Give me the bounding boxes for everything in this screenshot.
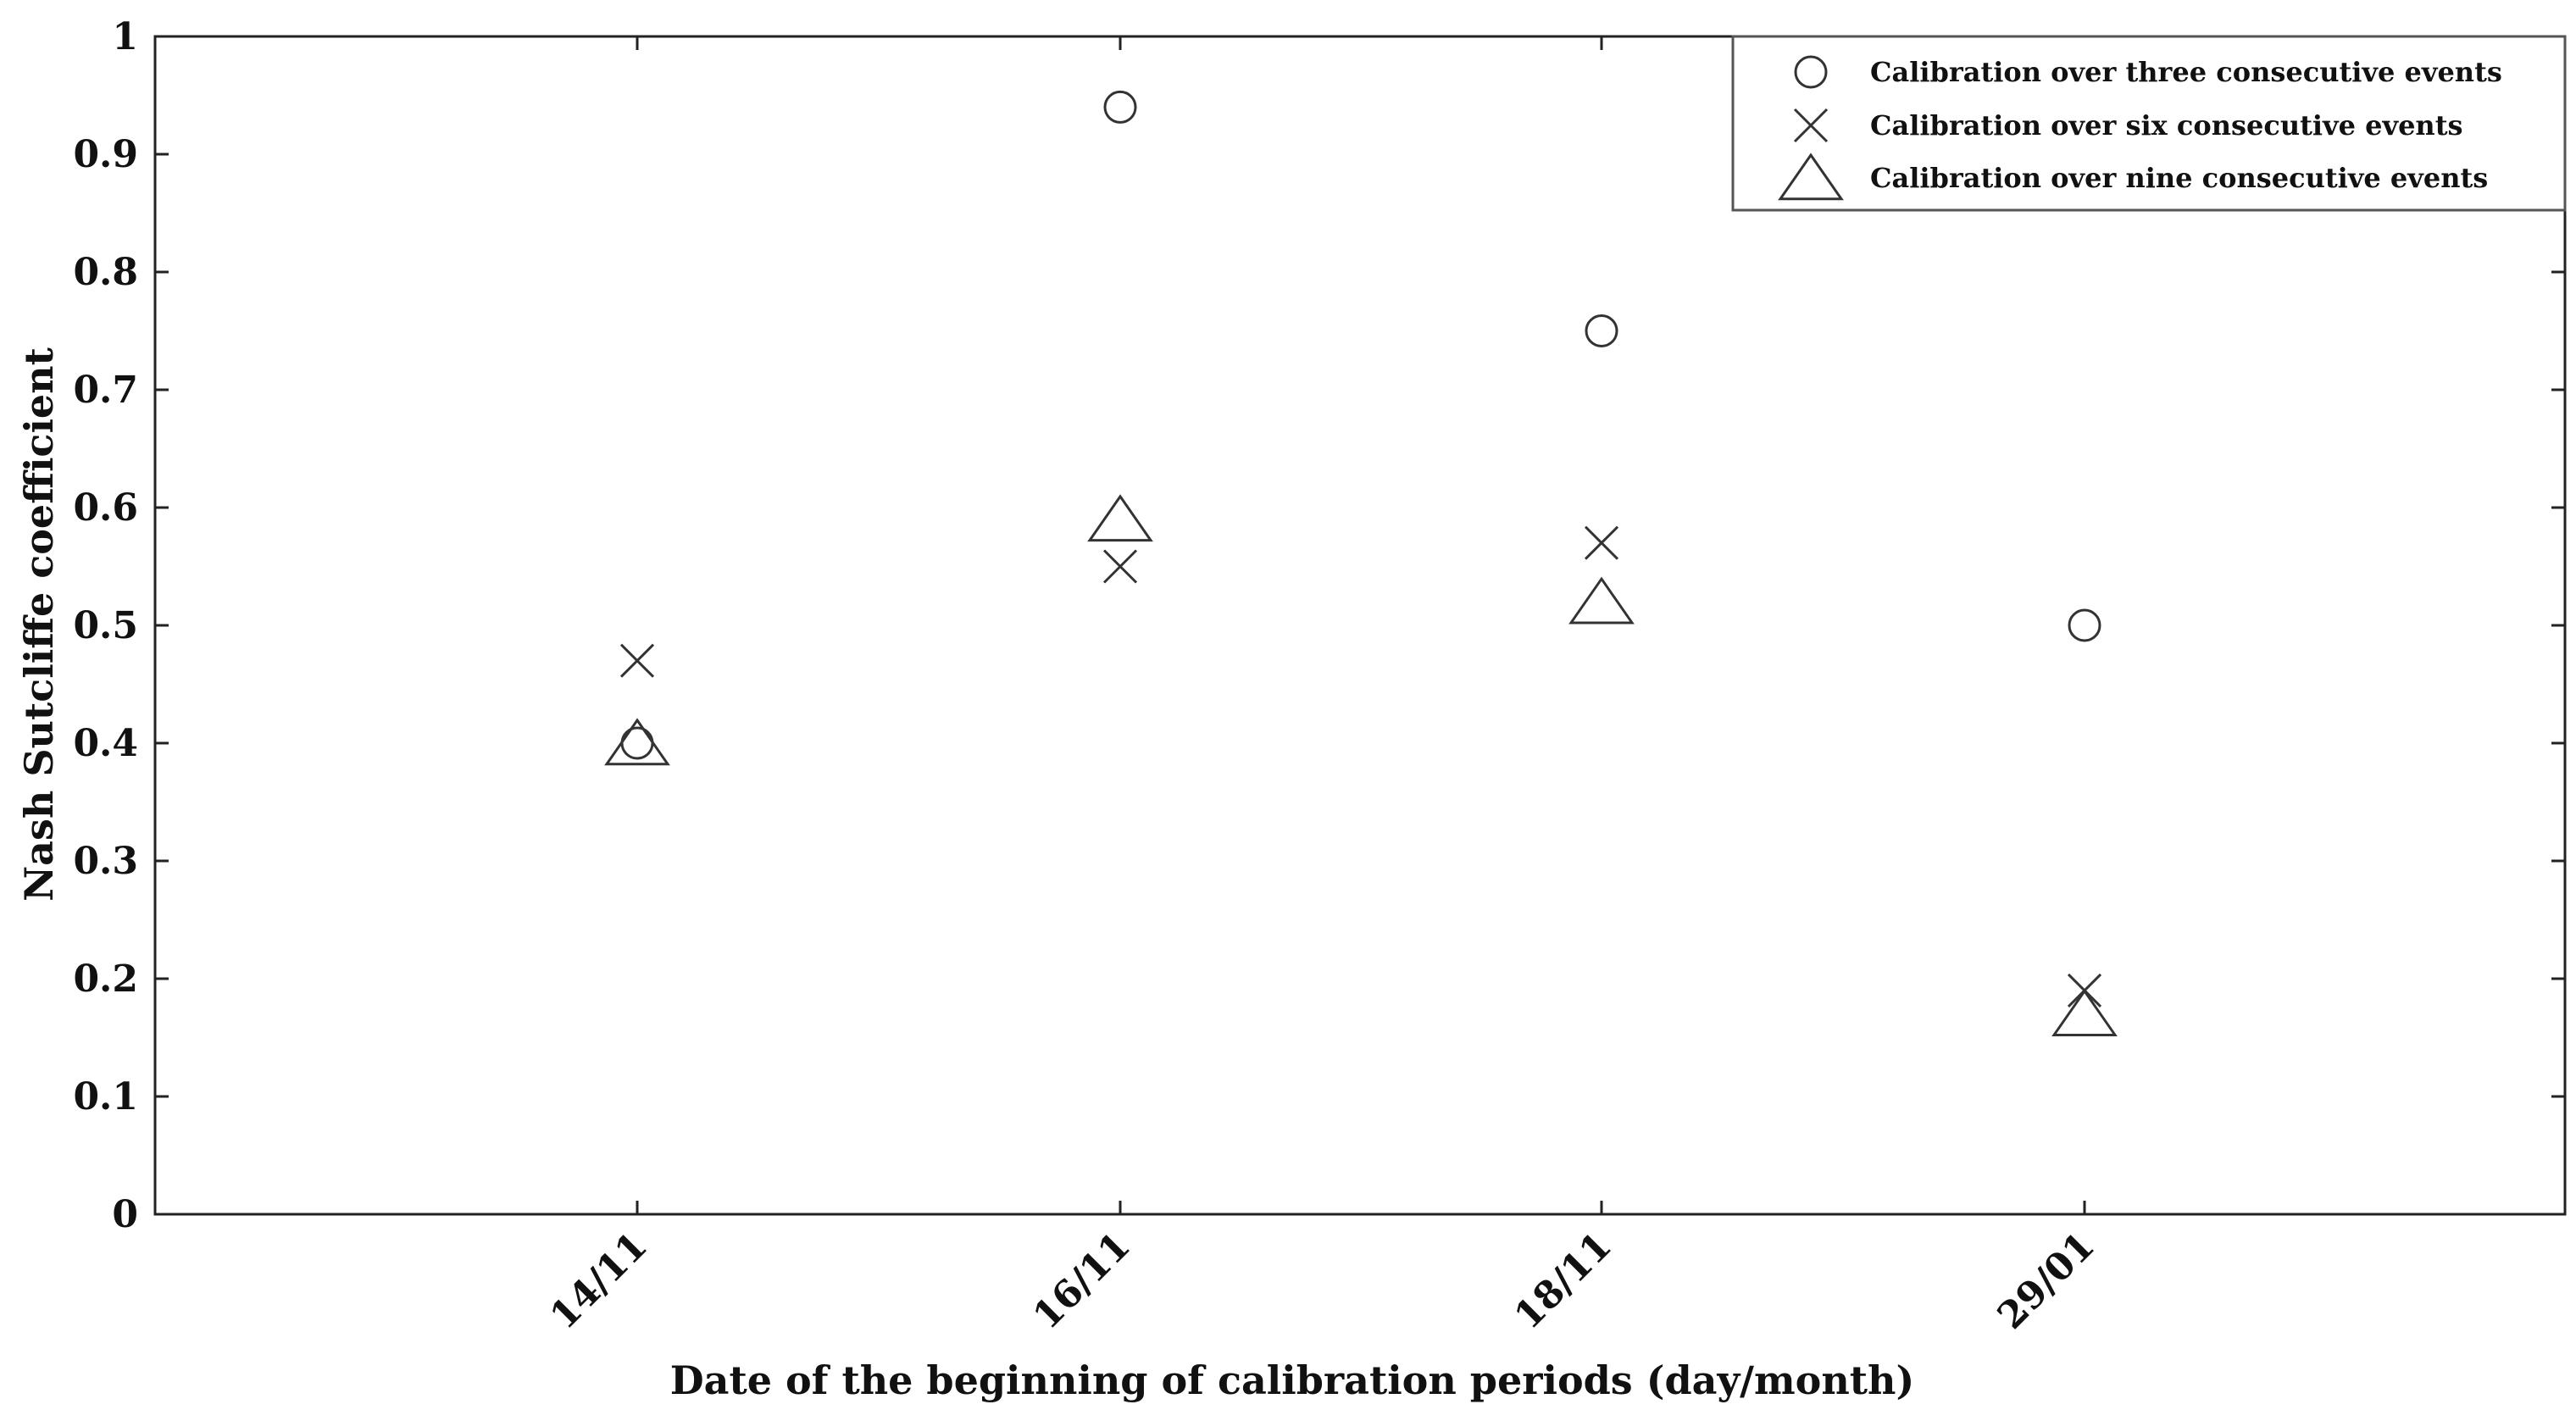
data-point-x (1584, 525, 1619, 560)
legend-label: Calibration over three consecutive event… (1870, 56, 2502, 88)
data-point-x (619, 643, 655, 678)
data-markers (604, 90, 2118, 1036)
y-axis-ticks: 0 0.1 0.2 0.3 0.4 0.5 0.6 0.7 0.8 0.9 1 (73, 15, 2565, 1236)
y-tick-label: 0.5 (73, 604, 138, 647)
y-tick-label: 0.1 (73, 1075, 138, 1118)
data-point-triangle (2051, 989, 2118, 1036)
legend-label: Calibration over six consecutive events (1870, 109, 2462, 142)
y-tick-label: 0.9 (73, 133, 138, 176)
y-tick-label: 0.2 (73, 958, 138, 1001)
data-point-triangle (1568, 576, 1635, 624)
y-tick-label: 1 (112, 15, 138, 58)
x-stroke-2 (1102, 549, 1138, 584)
data-point-circle (2068, 608, 2101, 642)
legend-marker-circle (1794, 55, 1828, 89)
x-stroke-2 (1793, 108, 1829, 143)
data-point-triangle (604, 718, 670, 766)
y-tick-label: 0.4 (73, 722, 138, 765)
y-tick-label: 0.8 (73, 251, 138, 294)
y-tick-label: 0.6 (73, 486, 138, 530)
y-tick-label: 0 (112, 1193, 138, 1236)
legend: Calibration over three consecutive event… (1731, 35, 2567, 212)
data-point-circle (1585, 314, 1618, 347)
legend-marker-triangle (1778, 153, 1844, 201)
y-tick-label: 0.7 (73, 369, 138, 412)
x-stroke-2 (1584, 525, 1619, 560)
legend-box (1731, 35, 2567, 212)
x-stroke-2 (619, 643, 655, 678)
x-axis-title: Date of the beginning of calibration per… (670, 1357, 1914, 1403)
data-point-triangle (1087, 494, 1153, 542)
y-axis-title: Nash Sutcliffe coefficient (16, 347, 62, 902)
legend-label: Calibration over nine consecutive events (1870, 162, 2488, 194)
y-tick-label: 0.3 (73, 840, 138, 883)
data-point-x (1102, 549, 1138, 584)
legend-marker-x (1793, 108, 1829, 143)
data-point-circle (1103, 90, 1137, 124)
